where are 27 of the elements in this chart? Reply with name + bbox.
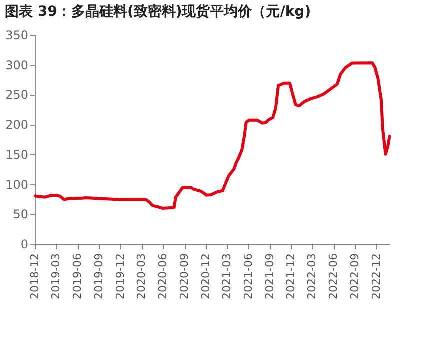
x-tick-label: 2019-09	[92, 254, 106, 300]
y-tick-label: 50	[13, 208, 28, 222]
y-tick-label: 100	[6, 178, 28, 192]
x-tick-label: 2021-06	[242, 254, 255, 300]
x-tick-label: 2022-03	[306, 254, 319, 300]
x-tick-label: 2018-12	[28, 254, 42, 300]
x-tick-label: 2021-09	[263, 254, 276, 300]
chart-title: 图表 39：多晶硅料(致密料)现货平均价（元/kg)	[5, 3, 312, 20]
y-tick-label: 0	[20, 238, 28, 252]
x-tick-label: 2021-03	[220, 254, 234, 300]
y-tick-label: 250	[6, 88, 28, 102]
x-tick-label: 2022-09	[348, 254, 362, 300]
x-tick-label: 2019-06	[71, 254, 84, 300]
x-tick-label: 2019-12	[114, 254, 127, 300]
y-tick-label: 200	[6, 118, 28, 132]
x-tick-label: 2019-03	[50, 254, 63, 300]
x-tick-label: 2020-06	[156, 254, 170, 300]
x-tick-label: 2020-03	[135, 254, 148, 300]
x-tick-label: 2022-06	[327, 254, 340, 300]
y-tick-label: 300	[6, 58, 28, 72]
x-tick-label: 2022-12	[370, 254, 383, 300]
x-tick-label: 2020-12	[199, 254, 212, 300]
y-tick-label: 150	[6, 148, 28, 162]
line-series	[34, 62, 392, 210]
y-tick-label: 350	[6, 28, 28, 42]
x-tick-label: 2020-09	[178, 254, 192, 300]
x-tick-label: 2021-12	[284, 254, 298, 300]
